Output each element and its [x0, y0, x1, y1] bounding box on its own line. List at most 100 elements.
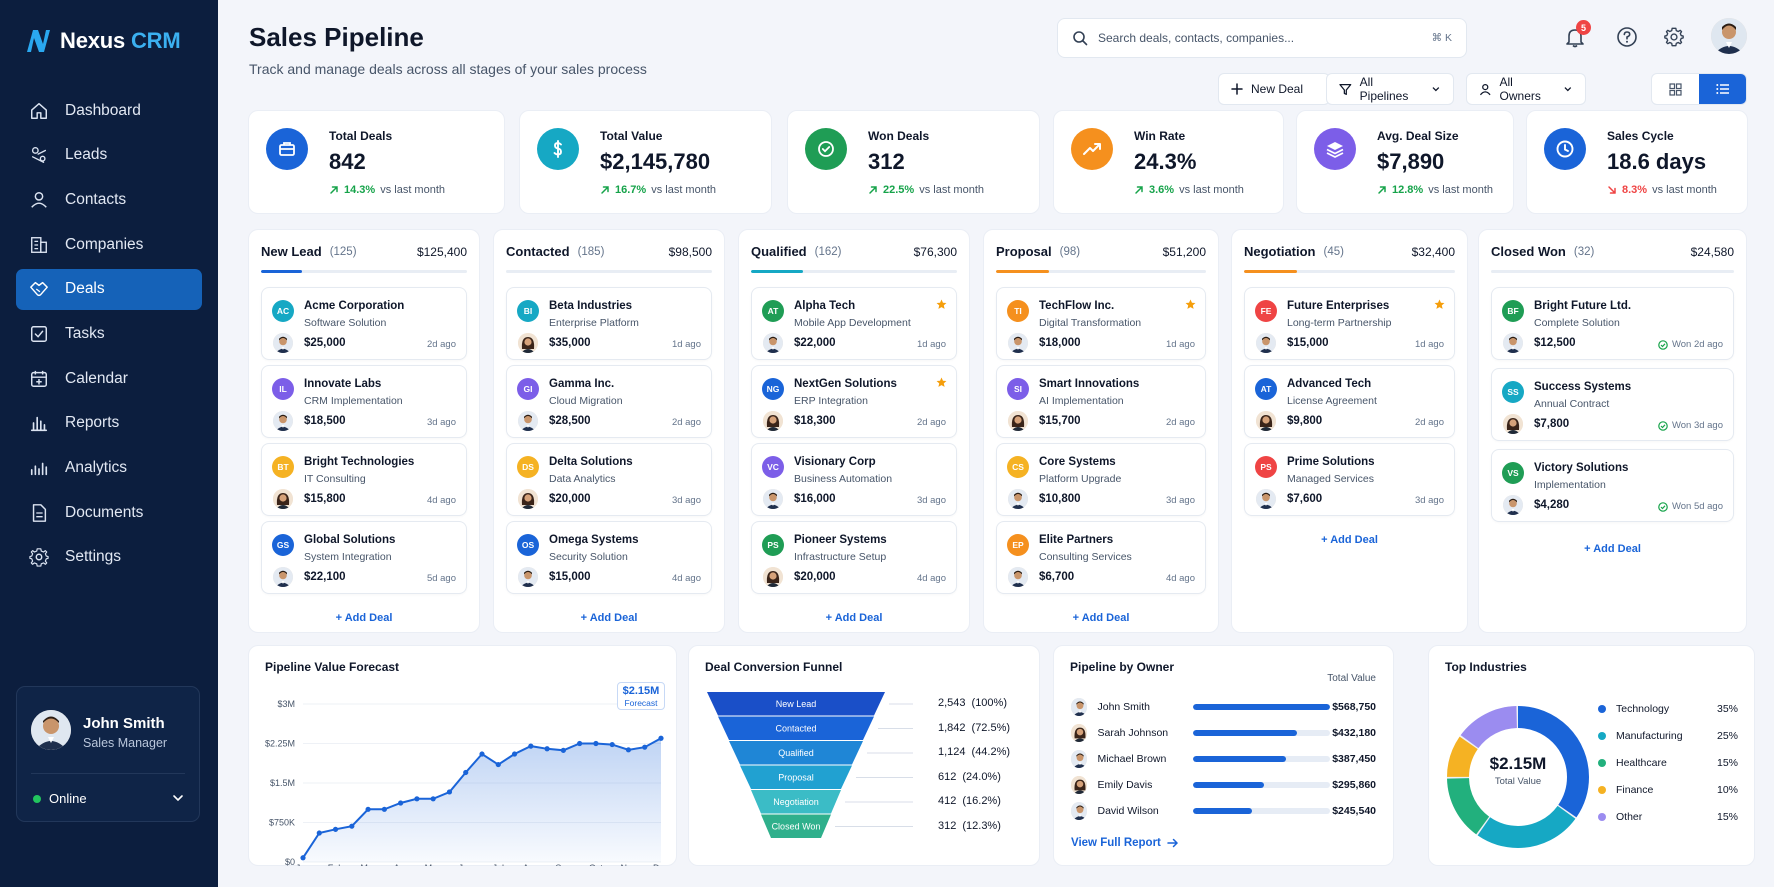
sidebar-item-leads[interactable]: Leads [16, 135, 202, 176]
deal-card[interactable]: AT Advanced Tech License Agreement $9,800 2d… [1244, 365, 1455, 438]
board-view-button[interactable] [1652, 74, 1699, 104]
deal-card[interactable]: AT Alpha Tech Mobile App Development $22,00… [751, 287, 957, 360]
sidebar-item-analytics[interactable]: Analytics [16, 448, 202, 489]
add-deal-button[interactable]: + Add Deal [335, 612, 393, 624]
deal-card[interactable]: FE Future Enterprises Long-term Partnershi… [1244, 287, 1455, 360]
star-icon[interactable] [936, 299, 947, 310]
deal-card[interactable]: TI TechFlow Inc. Digital Transformation $18… [996, 287, 1206, 360]
user-card[interactable]: John Smith Sales Manager Online [16, 686, 200, 822]
funnel-stage[interactable] [729, 741, 863, 765]
sidebar-item-label: Companies [65, 235, 144, 253]
column-title: Contacted [506, 244, 570, 259]
deal-card[interactable]: PS Pioneer Systems Infrastructure Setup $20… [751, 521, 957, 594]
deal-card[interactable]: GS Global Solutions System Integration $22,… [261, 521, 467, 594]
funnel-stage[interactable] [740, 765, 852, 790]
star-icon[interactable] [936, 377, 947, 388]
deal-card[interactable]: AC Acme Corporation Software Solution $25,0… [261, 287, 467, 360]
deal-card[interactable]: CS Core Systems Platform Upgrade $10,800 3d … [996, 443, 1206, 516]
add-deal-button[interactable]: + Add Deal [1321, 534, 1378, 546]
deal-card[interactable]: SI Smart Innovations AI Implementation $15,… [996, 365, 1206, 438]
search-bar[interactable]: ⌘ K [1057, 18, 1467, 58]
add-deal-button[interactable]: + Add Deal [580, 612, 638, 624]
owner-row[interactable]: Michael Brown $387,450 [1071, 749, 1376, 769]
help-button[interactable] [1614, 24, 1640, 50]
avatar [518, 567, 538, 587]
status-selector[interactable]: Online [33, 791, 87, 806]
funnel-stage[interactable] [707, 692, 885, 716]
column-header: Proposal (98) $51,200 [996, 244, 1206, 259]
pipelines-filter[interactable]: All Pipelines [1326, 73, 1454, 105]
funnel-stage[interactable] [718, 716, 874, 741]
add-deal-button[interactable]: + Add Deal [825, 612, 883, 624]
deal-card[interactable]: NG NextGen Solutions ERP Integration $18,30… [751, 365, 957, 438]
settings-button[interactable] [1661, 24, 1687, 50]
pipeline-column-proposal: Proposal (98) $51,200 TI TechFlow Inc. Digita… [983, 229, 1219, 633]
stat-change: 8.3% [1622, 184, 1648, 196]
avatar[interactable] [1711, 18, 1747, 54]
new-deal-button[interactable]: New Deal [1218, 73, 1330, 105]
deal-card[interactable]: OS Omega Systems Security Solution $15,000 4… [506, 521, 712, 594]
funnel-stage[interactable] [761, 814, 831, 839]
stat-card[interactable]: Win Rate 24.3% 3.6% vs last month [1053, 110, 1284, 214]
donut-slice-technology[interactable] [1447, 706, 1589, 848]
star-icon[interactable] [1185, 299, 1196, 310]
funnel-stage-label: Qualified [778, 748, 814, 758]
deal-card[interactable]: DS Delta Solutions Data Analytics $20,000 3d… [506, 443, 712, 516]
sidebar-item-documents[interactable]: Documents [16, 492, 202, 533]
gear-icon [1664, 27, 1684, 47]
deal-card[interactable]: GI Gamma Inc. Cloud Migration $28,500 2d ago [506, 365, 712, 438]
deal-card[interactable]: BF Bright Future Ltd. Complete Solution $12… [1491, 287, 1734, 360]
notifications-button[interactable]: 5 [1562, 20, 1591, 50]
sidebar-item-settings[interactable]: Settings [16, 537, 202, 578]
funnel-stage[interactable] [751, 790, 841, 814]
stat-value: 24.3% [1134, 149, 1197, 174]
deal-card[interactable]: BT Bright Technologies IT Consulting $15,80… [261, 443, 467, 516]
deal-company: Acme Corporation [304, 300, 405, 312]
sidebar-item-label: Calendar [65, 369, 128, 387]
chevron-down-icon[interactable] [171, 791, 185, 805]
add-deal-button[interactable]: + Add Deal [1072, 612, 1130, 624]
deal-card[interactable]: SS Success Systems Annual Contract $7,800 Wo… [1491, 368, 1734, 441]
deal-card[interactable]: VC Visionary Corp Business Automation $16,0… [751, 443, 957, 516]
owner-row[interactable]: Emily Davis $295,860 [1071, 775, 1376, 795]
stat-card[interactable]: Won Deals 312 22.5% vs last month [787, 110, 1040, 214]
owners-filter[interactable]: All Owners [1466, 73, 1586, 105]
sidebar-item-dashboard[interactable]: Dashboard [16, 90, 202, 131]
column-progress-fill [751, 270, 803, 273]
app-logo[interactable]: Nexus CRM [24, 27, 181, 55]
deal-card[interactable]: EP Elite Partners Consulting Services $6,70… [996, 521, 1206, 594]
sidebar-item-deals[interactable]: Deals [16, 268, 202, 310]
deal-time-label: 2d ago [1165, 417, 1195, 428]
analytics-icon [29, 458, 49, 478]
search-input[interactable] [1098, 31, 1422, 45]
gear-icon [29, 547, 49, 568]
company-badge: EP [1007, 534, 1029, 556]
donut-slice-manufacturing[interactable] [1447, 706, 1589, 848]
sidebar-item-reports[interactable]: Reports [16, 403, 202, 444]
owner-name: Michael Brown [1097, 753, 1167, 765]
stat-card[interactable]: Sales Cycle 18.6 days 8.3% vs last month [1526, 110, 1748, 214]
sidebar-item-contacts[interactable]: Contacts [16, 179, 202, 220]
owner-row[interactable]: Sarah Johnson $432,180 [1071, 723, 1376, 743]
add-deal-button[interactable]: + Add Deal [1584, 543, 1641, 555]
sidebar-item-calendar[interactable]: Calendar [16, 358, 202, 399]
deal-amount: $16,000 [794, 493, 836, 505]
view-report-link[interactable]: View Full Report [1071, 837, 1179, 849]
sidebar-item-companies[interactable]: Companies [16, 224, 202, 265]
company-badge: VS [1502, 462, 1524, 484]
deal-card[interactable]: IL Innovate Labs CRM Implementation $18,500… [261, 365, 467, 438]
stat-card[interactable]: Total Value $2,145,780 16.7% vs last month [519, 110, 772, 214]
avatar [763, 489, 783, 509]
list-view-button[interactable] [1699, 74, 1746, 104]
deal-time: 3d ago [1415, 495, 1444, 506]
owner-row[interactable]: John Smith $568,750 [1071, 697, 1376, 717]
legend-label: Manufacturing [1616, 730, 1683, 742]
stat-card[interactable]: Total Deals 842 14.3% vs last month [248, 110, 505, 214]
deal-card[interactable]: PS Prime Solutions Managed Services $7,600 3… [1244, 443, 1455, 516]
deal-card[interactable]: BI Beta Industries Enterprise Platform $35,… [506, 287, 712, 360]
sidebar-item-tasks[interactable]: Tasks [16, 313, 202, 354]
stat-card[interactable]: Avg. Deal Size $7,890 12.8% vs last month [1296, 110, 1514, 214]
owner-row[interactable]: David Wilson $245,540 [1071, 801, 1376, 821]
star-icon[interactable] [1434, 299, 1445, 310]
deal-card[interactable]: VS Victory Solutions Implementation $4,280 W… [1491, 449, 1734, 522]
